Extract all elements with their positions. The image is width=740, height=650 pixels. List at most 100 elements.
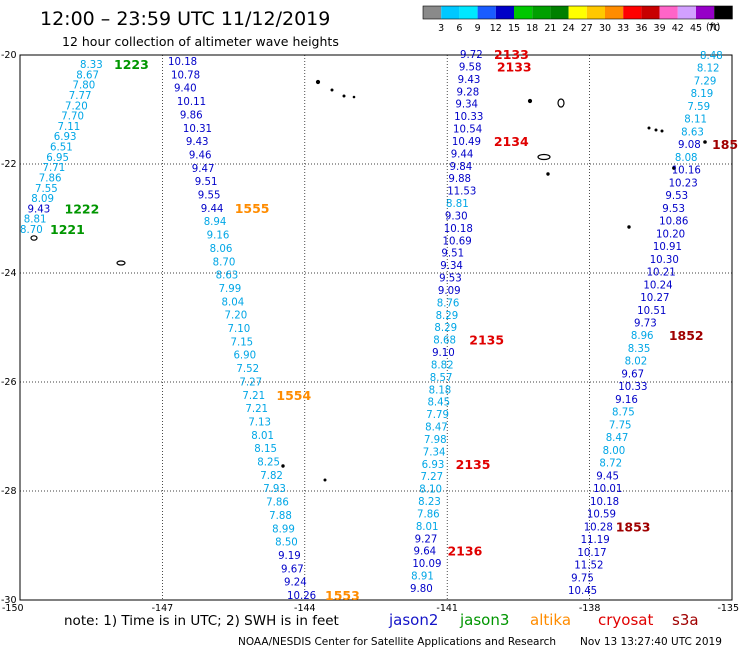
wave-height-value: 8.01	[251, 431, 274, 442]
lat-tick-label: -22	[1, 159, 17, 170]
wave-height-value: 9.86	[180, 110, 203, 121]
map-subtitle: 12 hour collection of altimeter wave hei…	[62, 34, 339, 49]
wave-height-value: 10.86	[659, 217, 688, 228]
wave-height-value: 7.13	[248, 417, 271, 428]
wave-height-value: 10.16	[672, 166, 701, 177]
wave-height-value: 7.70	[61, 112, 84, 123]
wave-height-value: 9.09	[438, 286, 461, 297]
wave-height-value: 8.94	[204, 217, 227, 228]
wave-height-value: 7.20	[225, 311, 248, 322]
wave-height-value: 9.40	[174, 84, 197, 95]
lat-tick-label: -26	[1, 377, 17, 388]
wave-height-value: 9.84	[450, 162, 473, 173]
pass-time-label: 2135	[456, 457, 491, 472]
wave-height-value: 9.43	[458, 75, 481, 86]
lat-tick-label: -20	[1, 50, 17, 61]
pass-time-label: 1223	[114, 57, 149, 72]
wave-height-value: 10.78	[171, 70, 200, 81]
wave-height-value: 7.59	[687, 102, 710, 113]
wave-height-value: 7.86	[39, 173, 62, 184]
wave-height-value: 9.80	[410, 584, 433, 595]
wave-height-value: 10.09	[412, 559, 441, 570]
island-dot	[330, 88, 334, 92]
wave-height-value: 9.51	[195, 177, 218, 188]
wave-height-value: 8.99	[272, 524, 295, 535]
wave-height-value: 8.63	[681, 127, 704, 138]
track-a: 8.338.677.807.777.207.707.116.936.516.95…	[20, 57, 149, 237]
wave-height-value: 10.33	[618, 382, 647, 393]
wave-height-value: 8.81	[24, 215, 47, 226]
pass-time-label: 1852	[669, 328, 704, 343]
wave-height-value: 10.54	[453, 125, 482, 136]
island-dot	[315, 79, 321, 85]
wave-height-value: 7.93	[263, 484, 286, 495]
wave-height-value: 9.44	[451, 149, 474, 160]
wave-height-value: 9.67	[621, 369, 644, 380]
wave-height-colorbar: 3 6 9 12 15 18 21 24 27 30 33 36 39 42 45 70	[422, 5, 733, 34]
island-dot	[703, 140, 707, 144]
pass-time-label: 185	[712, 137, 738, 152]
island-dot	[546, 172, 550, 176]
wave-height-value: 6.93	[54, 132, 77, 143]
pass-time-label: 1555	[235, 201, 270, 216]
wave-height-value: 8.45	[427, 398, 450, 409]
wave-height-value: 8.00	[603, 446, 626, 457]
legend-jason2: jason2	[388, 611, 438, 629]
colorbar-label: 70	[708, 23, 720, 34]
wave-height-value: 7.21	[245, 404, 268, 415]
colorbar-swatch	[495, 6, 514, 19]
colorbar-swatch	[586, 6, 605, 19]
wave-height-value: 9.34	[440, 261, 463, 272]
wave-height-value: 9.53	[665, 191, 688, 202]
colorbar-swatch	[714, 6, 733, 19]
island-dot	[342, 94, 346, 98]
colorbar-label: 45	[690, 23, 702, 34]
wave-height-value: 7.99	[219, 284, 242, 295]
wave-height-value: 10.91	[653, 242, 682, 253]
wave-height-value: 9.58	[459, 62, 482, 73]
wave-height-value: 7.86	[417, 509, 440, 520]
colorbar-swatch	[423, 6, 442, 19]
wave-height-value: 9.16	[615, 395, 638, 406]
wave-height-value: 8.29	[434, 323, 457, 334]
footer-timestamp: Nov 13 13:27:40 UTC 2019	[580, 636, 722, 648]
island-dot	[672, 166, 676, 170]
colorbar-label: 6	[456, 23, 462, 34]
track-b: 10.18 10.78 9.40 10.11 9.86 10.31 9.43 9.46 9.47…	[168, 57, 360, 603]
wave-height-value: 8.04	[222, 297, 245, 308]
map-frame	[19, 54, 733, 601]
colorbar-label: 42	[672, 23, 684, 34]
wave-height-value: 8.63	[216, 271, 239, 282]
wave-height-value: 10.18	[168, 57, 197, 68]
wave-height-value: 8.50	[275, 538, 298, 549]
wave-height-value: 8.81	[446, 199, 469, 210]
colorbar-label: 3	[438, 23, 444, 34]
pass-time-label: 2135	[469, 333, 504, 348]
lat-tick-label: -30	[1, 595, 17, 606]
colorbar-swatch	[677, 6, 696, 19]
wave-height-value: 9.46	[189, 150, 212, 161]
island-dot	[654, 128, 658, 132]
wave-height-value: 7.77	[69, 91, 92, 102]
wave-height-value: 8.57	[430, 373, 453, 384]
footer-note: note: 1) Time is in UTC; 2) SWH is in fe…	[64, 613, 339, 629]
wave-height-value: 7.10	[228, 324, 251, 335]
wave-height-value: 9.19	[278, 551, 301, 562]
wave-height-value: 7.15	[230, 337, 253, 348]
footer-credit: NOAA/NESDIS Center for Satellite Applica…	[238, 636, 556, 648]
wave-height-value: 8.29	[436, 311, 459, 322]
wave-height-value: 8.67	[76, 70, 99, 81]
wave-height-value: 9.53	[439, 274, 462, 285]
colorbar-border	[422, 5, 733, 20]
island-dot	[660, 129, 664, 133]
wave-height-value: 10.49	[452, 137, 481, 148]
wave-height-value: 7.98	[424, 435, 447, 446]
wave-height-value: 7.21	[242, 391, 265, 402]
wave-height-value: 8.15	[254, 444, 277, 455]
wave-height-value: 7.79	[426, 410, 449, 421]
wave-height-value: 10.59	[587, 510, 616, 521]
colorbar-swatch	[605, 6, 624, 19]
wave-height-value: 9.34	[455, 100, 478, 111]
wave-height-value: 7.27	[239, 377, 262, 388]
lon-tick-label: -150	[2, 603, 24, 614]
